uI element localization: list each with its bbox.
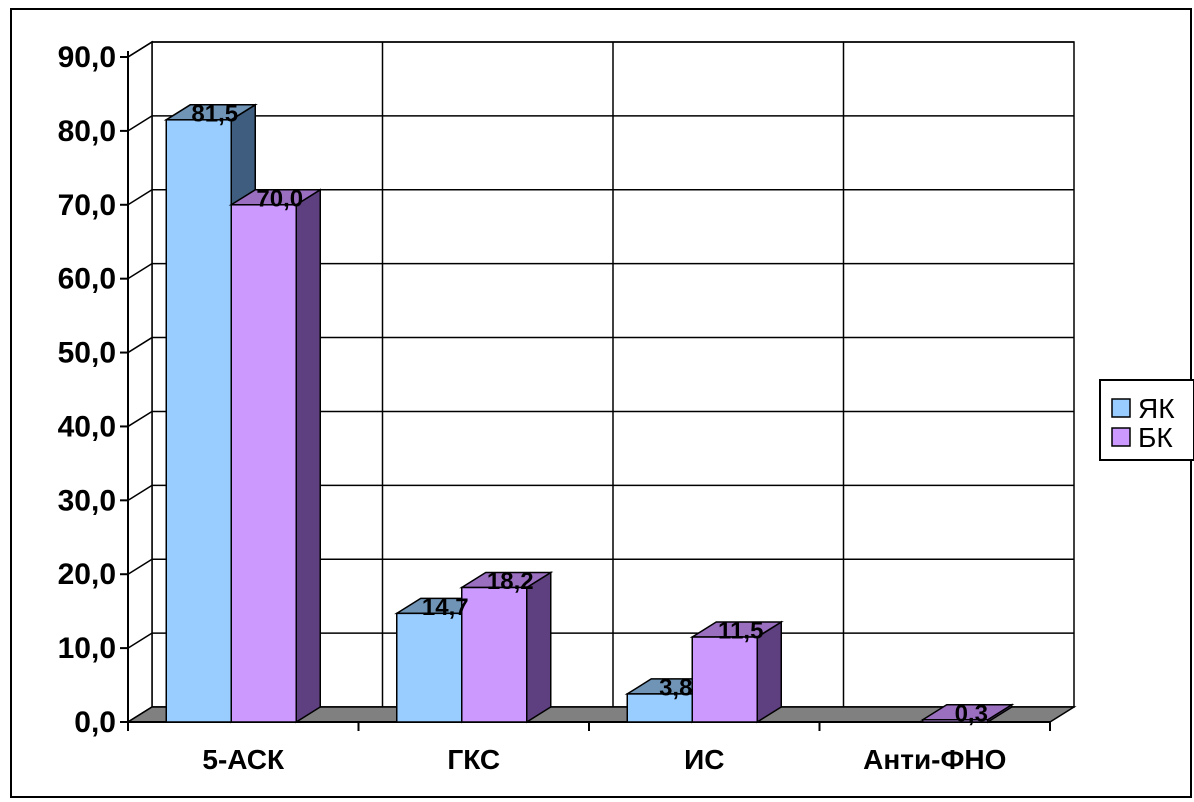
gridline-7 (127, 189, 1074, 206)
y-tick-label-0: 0,0 (74, 706, 116, 739)
bar-1-1 (459, 571, 554, 724)
data-label-1-0: 70,0 (256, 185, 303, 212)
bar-front (691, 636, 758, 723)
legend: ЯК БК (1099, 379, 1194, 461)
y-tick-label-2: 20,0 (58, 558, 116, 591)
y-tick-label-5: 50,0 (58, 337, 116, 370)
bar-front (396, 612, 463, 723)
gridline-2 (127, 558, 1074, 575)
y-tick-label-1: 10,0 (58, 632, 116, 665)
y-tick-label-9: 90,0 (58, 41, 116, 74)
legend-label-yak: ЯК (1138, 393, 1175, 424)
gridline-6 (127, 262, 1074, 280)
data-label-0-1: 14,7 (422, 594, 469, 621)
data-labels: 81,5 70,0 14,7 18,2 3,8 11,5 0,3 (191, 100, 988, 727)
category-label-0: 5-АСК (202, 744, 285, 775)
bar-front (626, 693, 693, 723)
bar-1-2 (689, 620, 784, 724)
data-label-1-2: 11,5 (718, 618, 763, 645)
data-label-0-0: 81,5 (191, 100, 238, 127)
side-wall (127, 40, 153, 724)
y-tick-label-7: 70,0 (58, 189, 116, 222)
legend-label-bk: БК (1138, 422, 1173, 453)
gridline-9 (127, 41, 1074, 58)
y-tick-label-8: 80,0 (58, 115, 116, 148)
x-axis-labels: 5-АСК ГКС ИС Анти-ФНО (202, 744, 1006, 775)
y-axis-ticks: 0,0 10,0 20,0 30,0 40,0 50,0 60,0 70,0 80,0 90,0 (58, 41, 128, 739)
gridline-3 (127, 484, 1074, 501)
legend-swatch-bk (1111, 427, 1131, 447)
gridline-4 (127, 410, 1074, 428)
category-label-3: Анти-ФНО (863, 744, 1006, 775)
y-tick-label-4: 40,0 (58, 410, 116, 443)
category-label-2: ИС (684, 744, 724, 775)
gridline-8 (127, 115, 1074, 132)
bar-front (922, 719, 989, 723)
data-label-0-2: 3,8 (659, 674, 692, 701)
bar-front (461, 586, 528, 723)
bar-front (165, 119, 232, 723)
bar-side (295, 188, 321, 724)
bar-1-3 (920, 703, 1015, 724)
data-label-1-3: 0,3 (955, 700, 988, 727)
category-label-1: ГКС (447, 744, 500, 775)
data-label-1-1: 18,2 (487, 568, 534, 595)
y-tick-label-6: 60,0 (58, 263, 116, 296)
legend-swatch-yak (1111, 398, 1131, 418)
bar-front (230, 204, 297, 723)
gridline-5 (127, 336, 1074, 354)
bar-1-0 (228, 188, 323, 724)
bars (163, 103, 1015, 724)
y-tick-label-3: 30,0 (58, 484, 116, 517)
